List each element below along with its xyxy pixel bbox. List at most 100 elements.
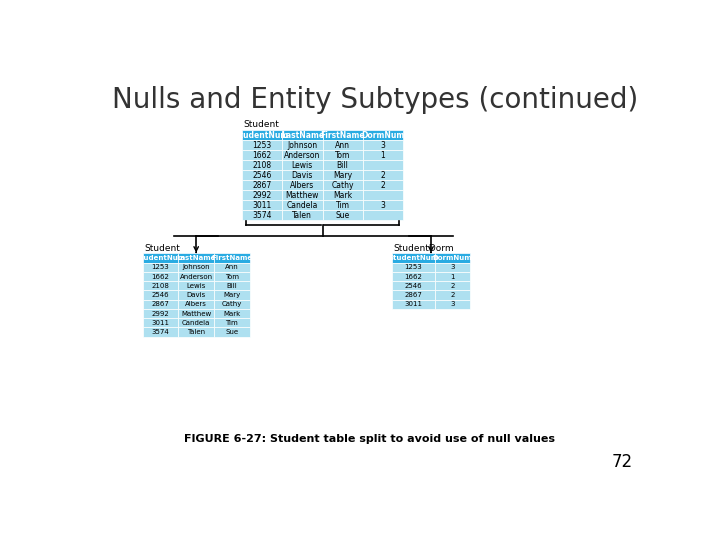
Text: Student: Student	[243, 120, 279, 130]
Bar	[363, 211, 403, 220]
Text: 2546: 2546	[253, 171, 271, 180]
Text: 3574: 3574	[252, 211, 272, 220]
Text: Tom: Tom	[225, 274, 239, 280]
Bar	[242, 190, 282, 200]
Text: Talen: Talen	[187, 329, 205, 335]
Bar	[214, 291, 250, 300]
Text: 3574: 3574	[152, 329, 169, 335]
Bar	[435, 272, 469, 281]
Bar	[214, 300, 250, 309]
Bar	[143, 327, 179, 336]
Text: Ann: Ann	[225, 264, 239, 271]
Bar	[179, 272, 214, 281]
Text: Anderson: Anderson	[284, 151, 320, 160]
Text: Lewis: Lewis	[186, 283, 206, 289]
Bar	[242, 200, 282, 211]
Bar	[214, 309, 250, 318]
Text: 2867: 2867	[405, 292, 423, 298]
Text: DormNum: DormNum	[361, 131, 405, 140]
Text: Johnson: Johnson	[182, 264, 210, 271]
Bar	[214, 318, 250, 327]
Bar	[242, 160, 282, 170]
Text: Student: Student	[144, 244, 180, 253]
Bar	[363, 180, 403, 190]
Text: Albers: Albers	[185, 301, 207, 307]
Text: Lewis: Lewis	[292, 161, 313, 170]
Bar	[392, 272, 435, 281]
Text: Tom: Tom	[335, 151, 351, 160]
Bar	[323, 211, 363, 220]
Bar	[143, 318, 179, 327]
Text: Talen: Talen	[292, 211, 312, 220]
Bar	[323, 190, 363, 200]
Bar	[143, 272, 179, 281]
Bar	[179, 327, 214, 336]
Bar	[323, 160, 363, 170]
Text: FirstName: FirstName	[320, 131, 365, 140]
Bar	[143, 281, 179, 291]
Bar	[242, 130, 282, 140]
Text: StudentNum: StudentNum	[235, 131, 289, 140]
Bar	[392, 291, 435, 300]
Text: Matthew: Matthew	[181, 310, 211, 316]
Bar	[323, 170, 363, 180]
Text: 1253: 1253	[405, 264, 423, 271]
Text: Johnson: Johnson	[287, 141, 318, 150]
Text: Tim: Tim	[225, 320, 238, 326]
Text: StudentDorm: StudentDorm	[394, 244, 454, 253]
Bar	[282, 130, 323, 140]
Text: Davis: Davis	[292, 171, 313, 180]
Text: 2992: 2992	[253, 191, 271, 200]
Text: LastName: LastName	[176, 255, 216, 261]
Bar	[179, 262, 214, 272]
Bar	[143, 253, 179, 262]
Text: Mary: Mary	[333, 171, 352, 180]
Text: 1: 1	[450, 274, 454, 280]
Bar	[214, 327, 250, 336]
Bar	[435, 253, 469, 262]
Text: Bill: Bill	[227, 283, 237, 289]
Text: 1662: 1662	[152, 274, 169, 280]
Bar	[282, 190, 323, 200]
Bar	[435, 300, 469, 309]
Text: Ann: Ann	[335, 141, 350, 150]
Bar	[143, 291, 179, 300]
Text: Bill: Bill	[337, 161, 348, 170]
Text: Mark: Mark	[333, 191, 352, 200]
Bar	[323, 200, 363, 211]
Text: Cathy: Cathy	[331, 181, 354, 190]
Text: 3011: 3011	[253, 201, 271, 210]
Text: 2108: 2108	[152, 283, 169, 289]
Text: 1253: 1253	[152, 264, 169, 271]
Text: Albers: Albers	[290, 181, 315, 190]
Text: 2992: 2992	[152, 310, 169, 316]
Bar	[392, 281, 435, 291]
Bar	[214, 253, 250, 262]
Text: 1253: 1253	[253, 141, 271, 150]
Bar	[435, 281, 469, 291]
Text: 2: 2	[450, 283, 454, 289]
Text: Candela: Candela	[287, 201, 318, 210]
Text: Sue: Sue	[225, 329, 238, 335]
Bar	[179, 309, 214, 318]
Bar	[282, 211, 323, 220]
Text: 72: 72	[611, 454, 632, 471]
Bar	[282, 160, 323, 170]
Text: Nulls and Entity Subtypes (continued): Nulls and Entity Subtypes (continued)	[112, 85, 638, 113]
Text: 2546: 2546	[405, 283, 423, 289]
Bar	[363, 200, 403, 211]
Text: 1: 1	[381, 151, 385, 160]
Text: StudentNum: StudentNum	[135, 255, 186, 261]
Text: Mary: Mary	[223, 292, 240, 298]
Text: 3: 3	[450, 264, 454, 271]
Bar	[242, 180, 282, 190]
Text: Sue: Sue	[336, 211, 350, 220]
Bar	[363, 130, 403, 140]
Bar	[143, 262, 179, 272]
Text: 3: 3	[380, 141, 385, 150]
Text: Anderson: Anderson	[179, 274, 212, 280]
Text: 1662: 1662	[253, 151, 271, 160]
Bar	[435, 262, 469, 272]
Bar	[282, 180, 323, 190]
Bar	[282, 170, 323, 180]
